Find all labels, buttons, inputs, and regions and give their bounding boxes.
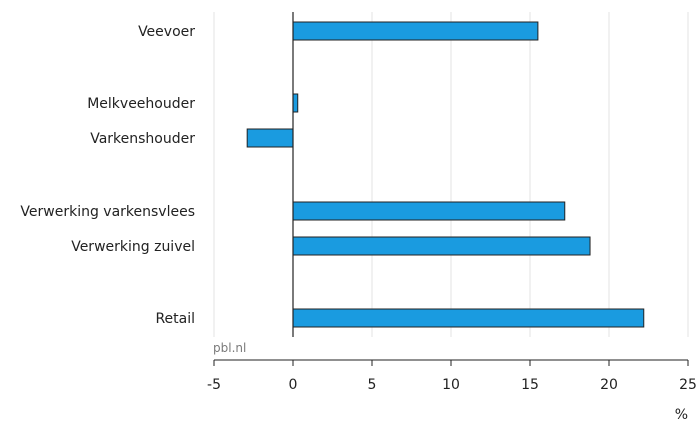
gridlines (213, 12, 689, 337)
category-label-0: Veevoer (138, 24, 195, 40)
bar-0 (292, 21, 539, 41)
source-label: pbl.nl (213, 341, 246, 355)
x-tick-label-0: -5 (207, 377, 221, 393)
bar-3 (292, 201, 566, 221)
category-label-1: Melkveehouder (87, 96, 195, 112)
category-label-3: Verwerking varkensvlees (20, 204, 195, 220)
x-tick-label-4: 15 (521, 377, 539, 393)
x-axis-unit-label: % (675, 407, 688, 421)
x-tick-label-3: 10 (442, 377, 460, 393)
x-tick-label-5: 20 (600, 377, 618, 393)
bar-4 (292, 236, 591, 256)
bars (246, 21, 645, 328)
x-tick-label-2: 5 (368, 377, 377, 393)
category-label-5: Retail (155, 311, 195, 327)
category-label-4: Verwerking zuivel (71, 239, 195, 255)
x-tick-label-6: 25 (679, 377, 697, 393)
category-label-2: Varkenshouder (90, 131, 195, 147)
bar-5 (292, 308, 645, 328)
axes (213, 12, 689, 366)
bar-1 (292, 93, 299, 113)
bar-2 (246, 128, 294, 148)
labels: -5 0 5 10 15 20 25 Veevoer Melkveehouder Varkensh… (20, 24, 697, 393)
x-tick-label-1: 0 (289, 377, 298, 393)
